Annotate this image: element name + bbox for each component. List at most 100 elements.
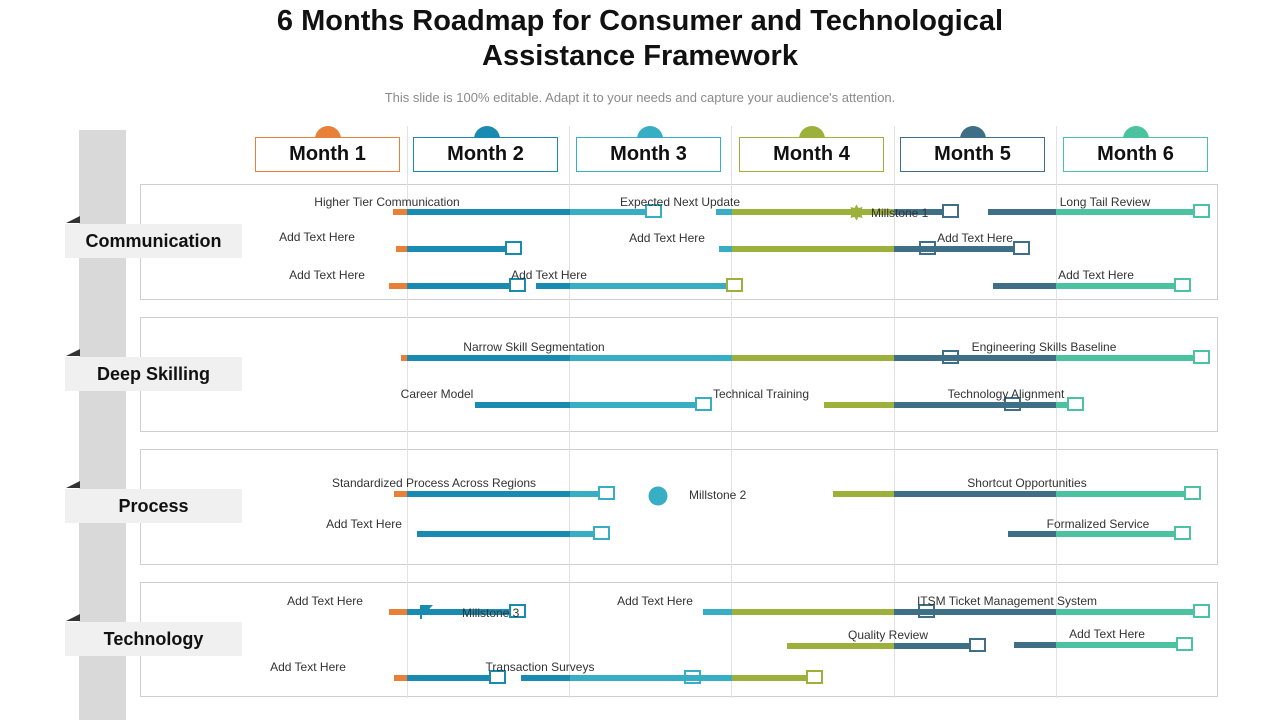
row-label-technology: Technology xyxy=(65,622,242,656)
task-label: Formalized Service xyxy=(1046,517,1150,531)
task-bar-segment xyxy=(787,609,895,615)
task-bar-segment xyxy=(407,246,520,252)
row-label-notch xyxy=(66,349,80,356)
task-bar xyxy=(417,526,610,540)
task-bar xyxy=(1014,637,1193,651)
task-bar xyxy=(392,204,662,218)
task-bar-segment xyxy=(910,246,1028,252)
task-bar-segment xyxy=(731,209,895,215)
task-end-marker xyxy=(505,241,523,255)
task-end-marker xyxy=(644,204,662,218)
month-gridline xyxy=(1056,126,1057,698)
task-end-marker xyxy=(1173,278,1191,292)
task-bar-segment xyxy=(1056,209,1208,215)
task-end-marker xyxy=(941,204,959,218)
task-end-marker xyxy=(592,526,610,540)
task-label: Transaction Surveys xyxy=(485,660,595,674)
task-bar xyxy=(394,486,615,500)
row-label-notch xyxy=(66,216,80,223)
task-bar xyxy=(910,241,1031,255)
task-bar-segment xyxy=(988,209,1057,215)
task-bar-segment xyxy=(475,402,570,408)
milestone-1-label: Millstone 1 xyxy=(871,206,929,220)
task-label: Add Text Here xyxy=(511,268,587,282)
task-bar xyxy=(832,486,1201,500)
task-bar xyxy=(389,604,526,618)
row-label-process: Process xyxy=(65,489,242,523)
task-bar-segment xyxy=(993,283,1057,289)
task-bar-segment xyxy=(394,491,408,497)
month-3-header: Month 3 xyxy=(576,137,721,172)
task-bar-segment xyxy=(631,675,732,681)
task-bar xyxy=(993,278,1191,292)
task-bar xyxy=(929,397,1084,411)
task-bar-segment xyxy=(1007,531,1057,537)
task-bar xyxy=(395,241,523,255)
task-bar-segment xyxy=(569,283,732,289)
task-bar-segment xyxy=(569,355,732,361)
task-label: Add Text Here xyxy=(279,230,355,244)
task-bar-segment xyxy=(569,491,612,497)
task-end-marker xyxy=(1175,637,1193,651)
task-label: Career Model xyxy=(400,387,474,401)
task-bar-segment xyxy=(731,355,895,361)
task-bar-segment xyxy=(718,246,732,252)
task-bar-segment xyxy=(407,675,504,681)
task-bar-segment xyxy=(407,355,570,361)
task-label: Add Text Here xyxy=(289,268,365,282)
task-bar-segment xyxy=(894,609,1057,615)
task-bar-segment xyxy=(407,491,570,497)
task-bar-segment xyxy=(392,209,408,215)
task-label: Add Text Here xyxy=(1069,627,1145,641)
task-bar-segment xyxy=(407,609,523,615)
task-bar-segment xyxy=(407,283,523,289)
task-end-marker xyxy=(489,670,507,684)
task-bar-segment xyxy=(894,643,984,649)
task-end-marker xyxy=(969,638,987,652)
task-bar-segment xyxy=(1014,642,1057,648)
task-bar xyxy=(535,278,743,292)
task-label: Add Text Here xyxy=(617,594,693,608)
task-bar xyxy=(787,638,987,652)
task-label: Long Tail Review xyxy=(1059,195,1151,209)
task-label: Add Text Here xyxy=(629,231,705,245)
task-bar-segment xyxy=(417,531,570,537)
task-label: Engineering Skills Baseline xyxy=(971,340,1117,354)
task-bar-segment xyxy=(1056,283,1188,289)
task-label: Quality Review xyxy=(847,628,929,642)
page-title: 6 Months Roadmap for Consumer and Techno… xyxy=(0,4,1280,74)
task-end-marker xyxy=(508,604,526,618)
month-5-header: Month 5 xyxy=(900,137,1045,172)
task-bar-segment xyxy=(389,283,408,289)
task-bar-segment xyxy=(876,355,895,361)
month-6-header: Month 6 xyxy=(1063,137,1208,172)
task-bar-segment xyxy=(715,209,732,215)
task-label: Expected Next Update xyxy=(619,195,741,209)
title-line-2: Assistance Framework xyxy=(482,40,798,72)
task-label: Shortcut Opportunities xyxy=(967,476,1087,490)
row-label-deep-skilling: Deep Skilling xyxy=(65,357,242,391)
task-bar-segment xyxy=(520,675,570,681)
circle-icon xyxy=(648,486,668,506)
task-label: Add Text Here xyxy=(937,231,1013,245)
task-bar-segment xyxy=(394,675,408,681)
task-end-marker xyxy=(1013,241,1031,255)
task-bar-segment xyxy=(1056,609,1208,615)
task-bar xyxy=(475,397,713,411)
task-bar-segment xyxy=(824,402,895,408)
task-bar-segment xyxy=(731,675,820,681)
task-bar-segment xyxy=(569,402,710,408)
row-box-process xyxy=(140,449,1218,565)
task-bar-segment xyxy=(1056,491,1198,497)
row-label-notch xyxy=(66,481,80,488)
milestone-2-label: Millstone 2 xyxy=(689,488,747,502)
task-bar-segment xyxy=(1056,531,1188,537)
task-label: Standardized Process Across Regions xyxy=(331,476,537,490)
month-gridline xyxy=(731,126,732,698)
task-bar xyxy=(400,350,959,364)
task-label: Add Text Here xyxy=(326,517,402,531)
task-end-marker xyxy=(1193,604,1211,618)
task-bar xyxy=(394,670,507,684)
task-end-marker xyxy=(597,486,615,500)
subtitle: This slide is 100% editable. Adapt it to… xyxy=(384,90,896,105)
